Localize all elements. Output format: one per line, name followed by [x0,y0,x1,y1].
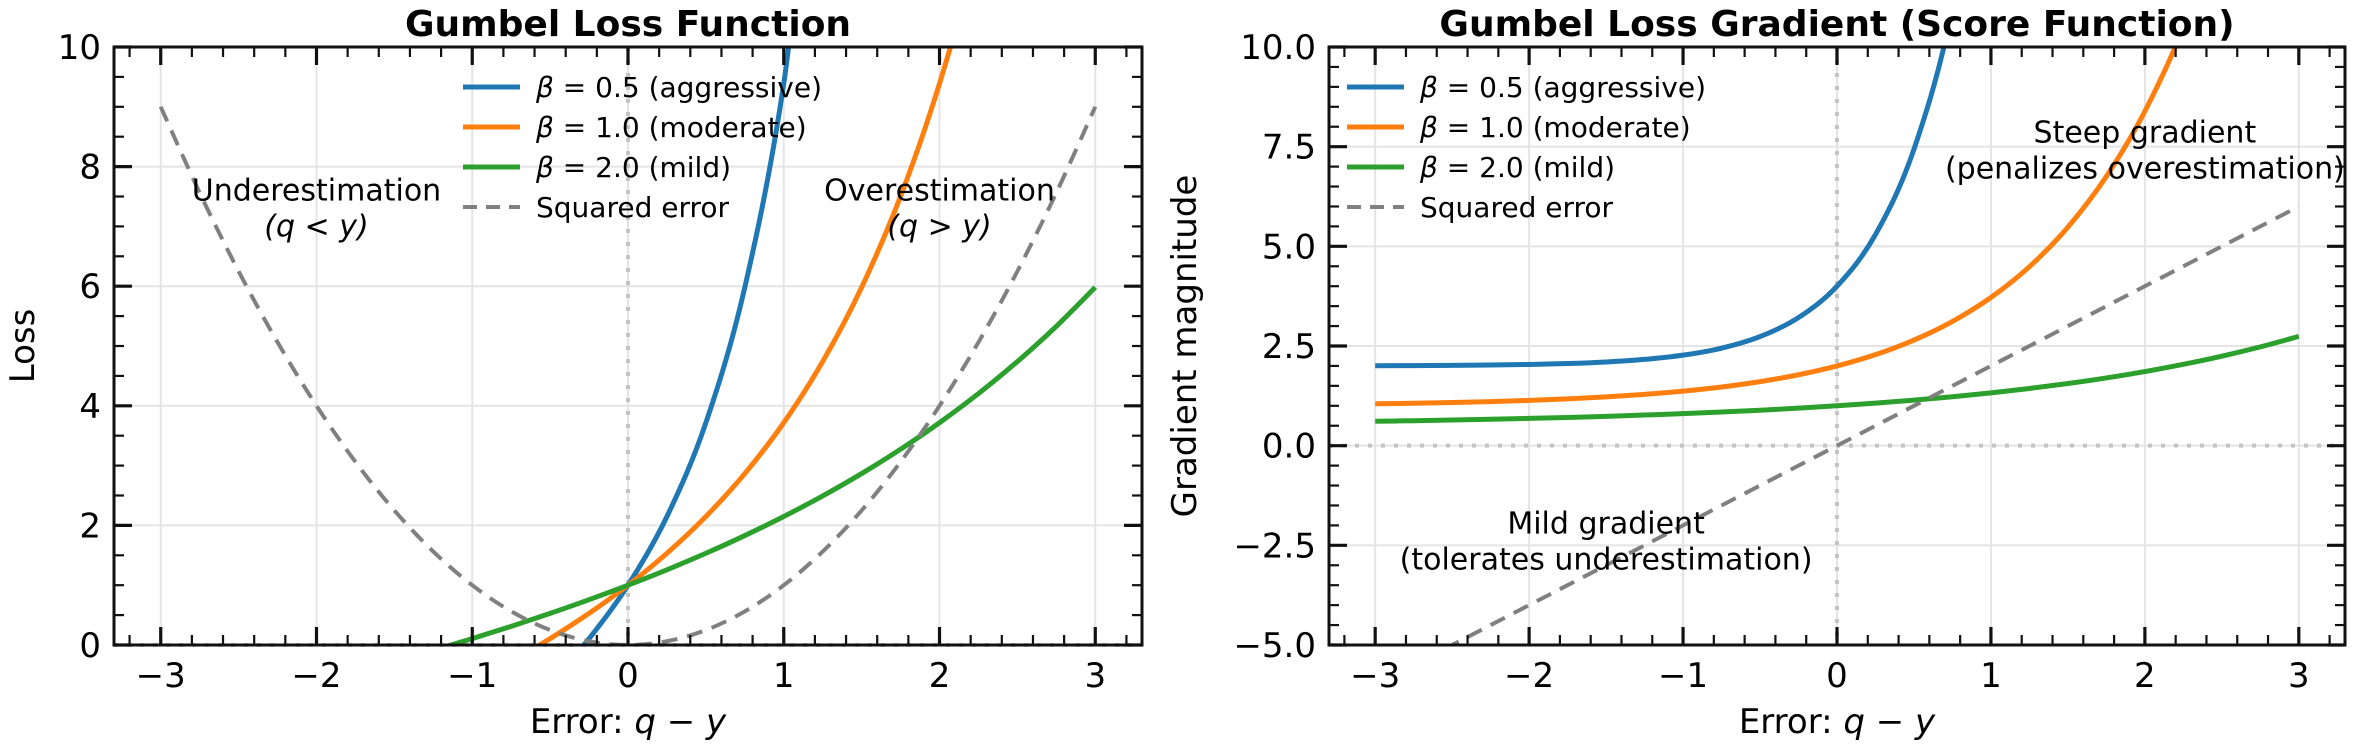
x-tick-label: −1 [447,656,497,696]
loss-chart-xlabel: Error: q − y [530,702,727,742]
legend-label: Squared error [1420,191,1614,224]
series-line-1 [534,47,954,645]
gradient-chart-title: Gumbel Loss Gradient (Score Function) [1439,4,2234,45]
y-tick-label: 7.5 [1262,128,1316,168]
y-tick-label: 0 [79,626,101,666]
ticks [1329,45,2345,647]
series-line-3 [158,105,1098,645]
legend-label: β = 1.0 (moderate) [1419,111,1691,144]
y-tick-label: 2.5 [1262,327,1316,367]
x-tick-label: 2 [929,656,951,696]
legend-label: β = 2.0 (mild) [535,151,731,184]
x-tick-label: 1 [773,656,795,696]
gradient-chart-xlabel: Error: q − y [1739,702,1936,742]
y-tick-label: 10.0 [1240,28,1316,68]
series-layer [1375,47,2300,645]
series-line-0 [580,47,792,645]
series-line-2 [1375,333,2300,424]
tick-labels: −3 −2 −1 0 1 2 3 −5.0 −2.5 0.0 2.5 5.0 7.5 10.0 [1233,28,2309,696]
loss-chart-title: Gumbel Loss Function [405,4,851,45]
series-line-1 [1375,47,2178,407]
y-tick-label: 10 [58,28,101,68]
x-tick-label: −3 [136,656,186,696]
y-tick-label: 5.0 [1262,227,1316,267]
y-tick-label: 8 [79,148,101,188]
y-tick-label: 6 [79,267,101,307]
y-tick-label: 0.0 [1262,427,1316,467]
loss-chart-ylabel: Loss [3,309,43,384]
legend-label: β = 0.5 (aggressive) [1419,71,1706,104]
gradient-chart-ylabel: Gradient magnitude [1165,175,1205,518]
series-layer [158,47,1098,645]
x-tick-label: 2 [2134,656,2156,696]
series-line-3 [1447,204,2300,645]
gradient-chart: −3 −2 −1 0 1 2 3 −5.0 −2.5 0.0 2.5 5.0 7.5 10.0 β = 0.… [1233,28,2347,696]
x-tick-label: −2 [1504,656,1554,696]
annotation: Mild gradient (tolerates underestimation) [1400,506,1813,577]
y-tick-label: −5.0 [1233,626,1316,666]
series-line-0 [1375,47,1947,369]
legend: β = 0.5 (aggressive) β = 1.0 (moderate) β … [1347,71,1706,224]
y-tick-label: 4 [79,387,101,427]
x-tick-label: 0 [1826,656,1848,696]
annotation: Steep gradient (penalizes overestimation) [1945,116,2345,187]
legend-label: β = 2.0 (mild) [1419,151,1615,184]
y-tick-label: 2 [79,506,101,546]
x-tick-label: −2 [291,656,341,696]
legend-label: Squared error [536,191,730,224]
x-tick-label: −1 [1658,656,1708,696]
legend-label: β = 0.5 (aggressive) [535,71,822,104]
series-line-2 [442,285,1098,645]
x-tick-label: −3 [1350,656,1400,696]
annotation: Underestimation (q < y) [192,173,441,244]
y-tick-label: −2.5 [1233,526,1316,566]
x-tick-label: 0 [617,656,639,696]
legend-label: β = 1.0 (moderate) [535,111,807,144]
x-tick-label: 3 [2288,656,2310,696]
tick-labels: −3 −2 −1 0 1 2 3 0 2 4 6 8 10 [58,28,1106,696]
x-tick-label: 1 [1980,656,2002,696]
ticks [114,45,1142,647]
x-tick-label: 3 [1084,656,1106,696]
annotation: Overestimation (q > y) [824,173,1055,244]
legend: β = 0.5 (aggressive) β = 1.0 (moderate) β … [463,71,822,224]
